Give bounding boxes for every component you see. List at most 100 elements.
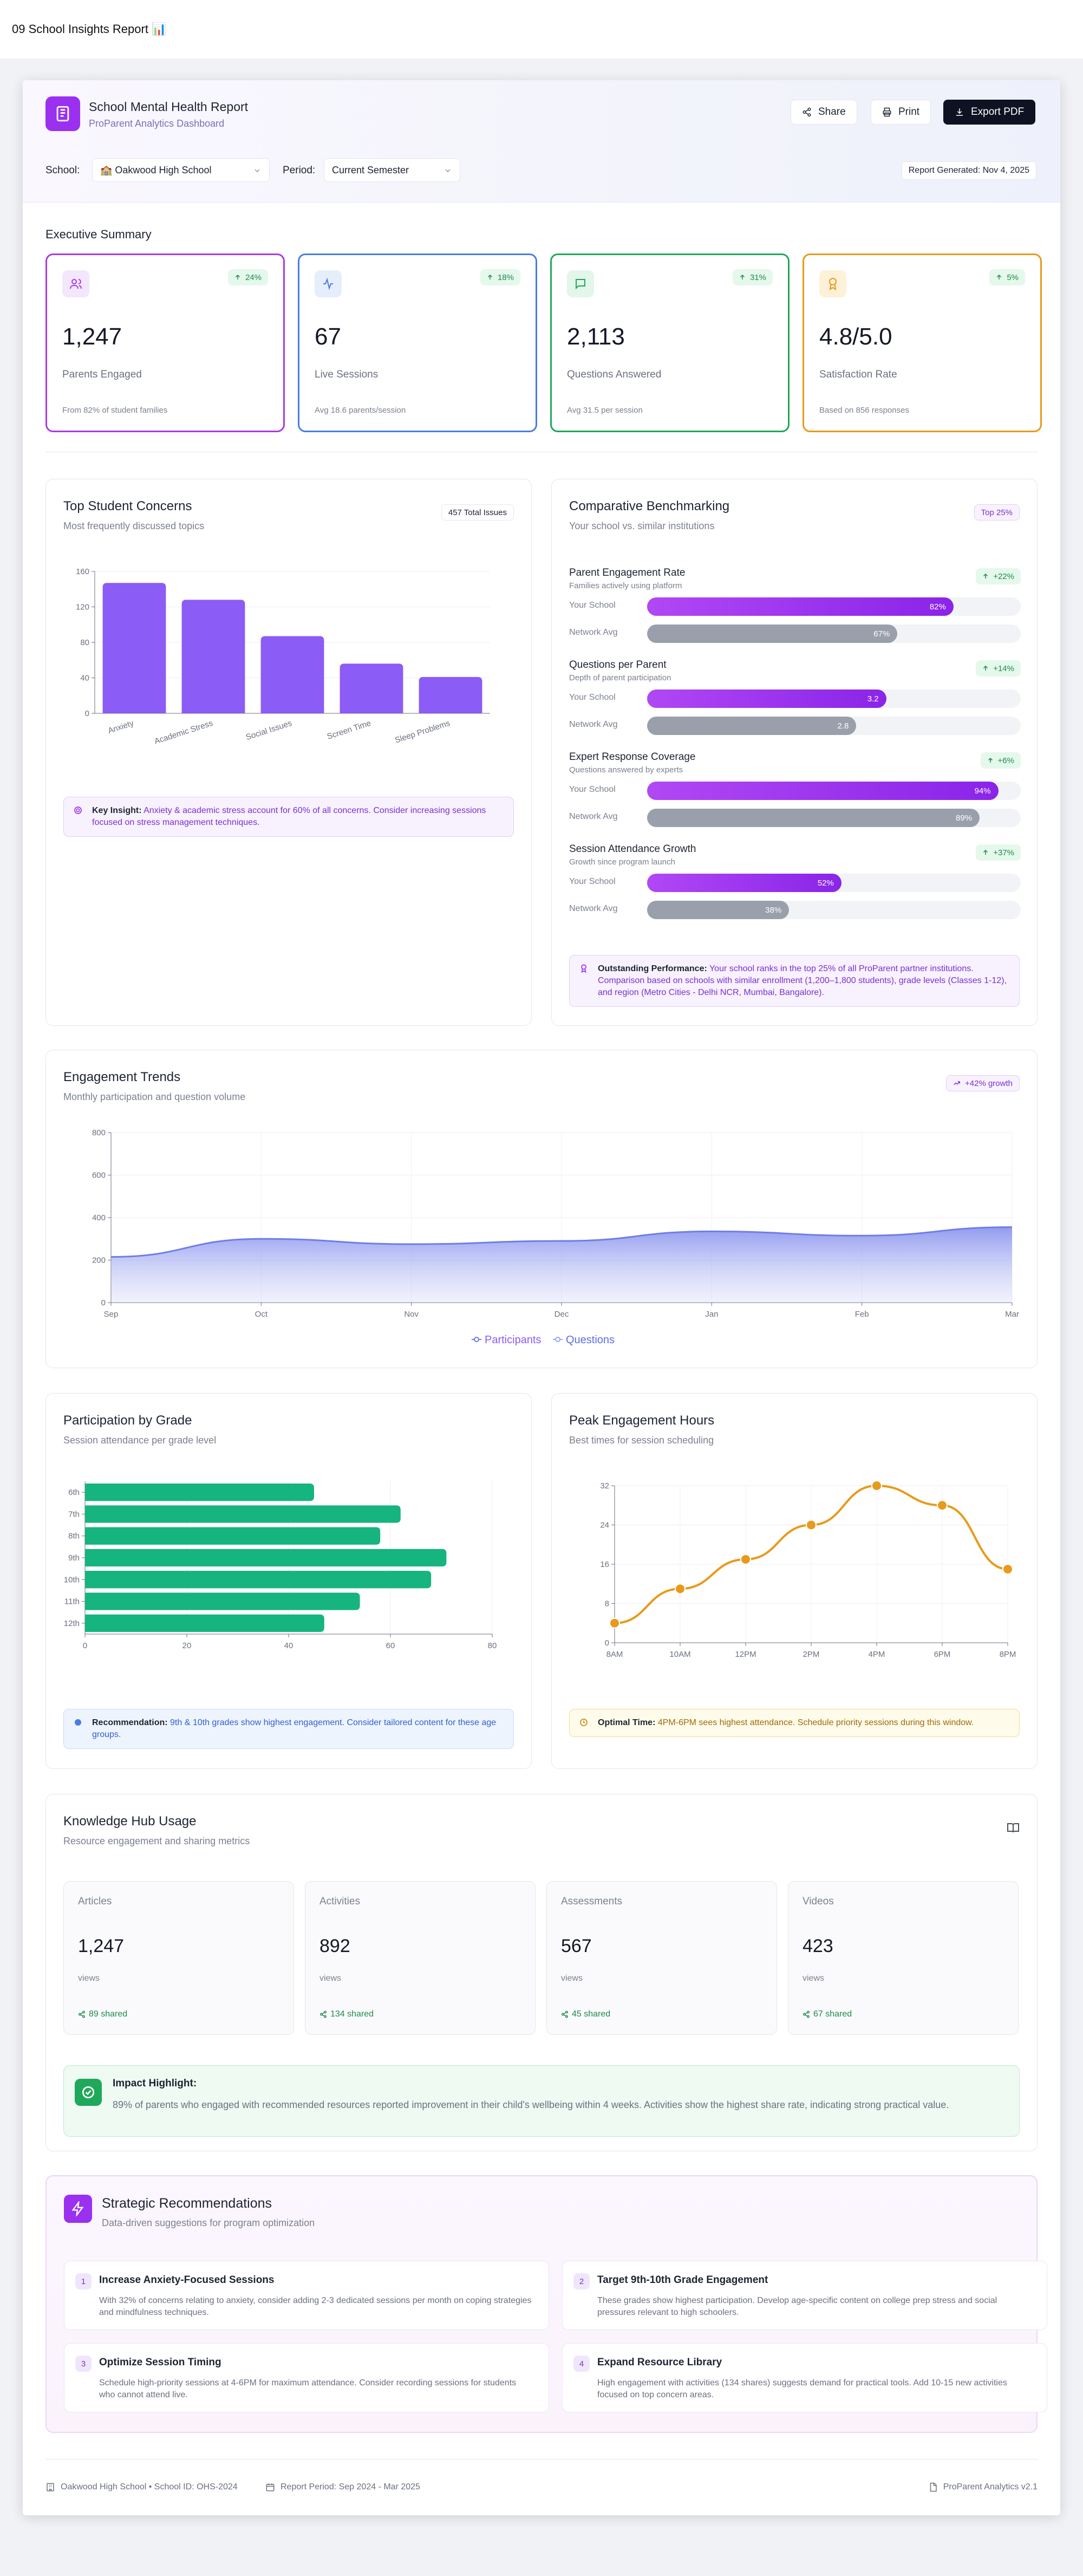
key-insight-label: Key Insight: bbox=[92, 806, 142, 815]
bar[interactable] bbox=[102, 583, 166, 713]
tick-label: 0 bbox=[605, 1638, 609, 1648]
report-header: School Mental Health Report ProParent An… bbox=[23, 80, 1060, 203]
tick-label: 11th bbox=[64, 1597, 80, 1606]
tick-label: Mar bbox=[1005, 1310, 1019, 1319]
tick-label: 40 bbox=[80, 674, 89, 683]
grades-bar-chart: 0 20 40 60 80 6th 7th 8th 9th 10th 11th 12th bbox=[64, 1481, 497, 1650]
participants-area bbox=[111, 1227, 1012, 1303]
network-progress-bar: 2.8 bbox=[647, 717, 857, 735]
school-select[interactable]: 🏫 Oakwood High School bbox=[92, 158, 270, 182]
school-progress-bar: 94% bbox=[647, 782, 999, 800]
school-filter-label: School: bbox=[45, 165, 80, 176]
bar[interactable] bbox=[85, 1527, 381, 1545]
data-point[interactable] bbox=[937, 1500, 948, 1511]
strategy-title: Strategic Recommendations bbox=[102, 2196, 272, 2211]
award-icon bbox=[819, 270, 846, 297]
data-point[interactable] bbox=[740, 1553, 751, 1565]
optimal-time-label: Optimal Time: bbox=[598, 1718, 656, 1727]
resource-shared: 89 shared bbox=[78, 2009, 127, 2019]
bar[interactable] bbox=[85, 1549, 447, 1567]
recommendation-item[interactable]: 2 Target 9th-10th Grade Engagement These g… bbox=[562, 2261, 1047, 2330]
kpi-value: 1,247 bbox=[62, 323, 122, 350]
progress-track: 67% bbox=[647, 625, 1021, 643]
tick-label: 6PM bbox=[934, 1650, 951, 1659]
share-icon bbox=[803, 2011, 810, 2018]
tick-label: Oct bbox=[255, 1310, 268, 1319]
footer-brand: ProParent Analytics v2.1 bbox=[928, 2482, 1038, 2492]
printer-icon bbox=[883, 107, 891, 117]
period-select[interactable]: Current Semester bbox=[324, 158, 460, 182]
resource-card[interactable]: Assessments 567 views 45 shared bbox=[546, 1881, 777, 2035]
concerns-card: Top Student Concerns Most frequently dis… bbox=[45, 479, 532, 1026]
data-point[interactable] bbox=[1002, 1564, 1013, 1575]
export-pdf-button[interactable]: Export PDF bbox=[943, 100, 1036, 125]
data-point[interactable] bbox=[609, 1617, 620, 1629]
report-generated-badge: Report Generated: Nov 4, 2025 bbox=[901, 161, 1036, 180]
resource-card[interactable]: Videos 423 views 67 shared bbox=[788, 1881, 1019, 2035]
legend-label[interactable]: Questions bbox=[566, 1334, 615, 1346]
impact-title: Impact Highlight: bbox=[113, 2078, 197, 2089]
metric-delta-value: +14% bbox=[993, 663, 1014, 673]
legend-label[interactable]: Participants bbox=[485, 1334, 542, 1346]
progress-track: 2.8 bbox=[647, 717, 1021, 735]
bar[interactable] bbox=[84, 1592, 360, 1610]
bar[interactable] bbox=[85, 1571, 432, 1589]
footer-school-text: Oakwood High School • School ID: OHS-202… bbox=[61, 2482, 238, 2492]
kpi-value: 4.8/5.0 bbox=[819, 323, 892, 350]
knowledge-card: Knowledge Hub Usage Resource engagement … bbox=[45, 1794, 1038, 2151]
resource-card[interactable]: Activities 892 views 134 shared bbox=[305, 1881, 536, 2035]
resource-value: 1,247 bbox=[78, 1936, 125, 1956]
data-point[interactable] bbox=[675, 1583, 686, 1595]
optimal-time-text: 4PM-6PM sees highest attendance. Schedul… bbox=[657, 1718, 974, 1727]
resource-card[interactable]: Articles 1,247 views 89 shared bbox=[63, 1881, 294, 2035]
bar[interactable] bbox=[85, 1614, 324, 1632]
tick-label: 60 bbox=[386, 1641, 395, 1650]
bar[interactable] bbox=[340, 663, 403, 713]
tick-label: Anxiety bbox=[107, 718, 135, 736]
share-button[interactable]: Share bbox=[791, 100, 857, 125]
trends-card: Engagement Trends Monthly participation … bbox=[45, 1050, 1038, 1368]
bar[interactable] bbox=[260, 636, 324, 713]
metric-subtitle: Growth since program launch bbox=[569, 857, 675, 867]
tick-label: 120 bbox=[76, 603, 89, 612]
print-button[interactable]: Print bbox=[871, 100, 931, 125]
executive-summary-title: Executive Summary bbox=[45, 227, 152, 241]
participants-line[interactable] bbox=[110, 1226, 1013, 1258]
kpi-value: 2,113 bbox=[567, 323, 625, 350]
benchmark-metric: Expert Response Coverage Questions answer… bbox=[569, 751, 1021, 838]
data-point[interactable] bbox=[806, 1519, 817, 1531]
peak-line-chart: 0 8 16 24 32 8AM 10AM 12PM 2PM 4PM 6PM 8PM bbox=[600, 1480, 1016, 1659]
bar[interactable] bbox=[85, 1505, 401, 1523]
resource-name: Assessments bbox=[561, 1896, 622, 1907]
recommendation-item[interactable]: 3 Optimize Session Timing Schedule high-pr… bbox=[64, 2343, 549, 2412]
row-label: Network Avg bbox=[569, 720, 618, 729]
book-open-icon[interactable] bbox=[1007, 1822, 1020, 1835]
resource-unit: views bbox=[561, 1974, 583, 1983]
metric-delta-value: +6% bbox=[997, 756, 1014, 765]
progress-track: 3.2 bbox=[647, 689, 1021, 708]
chevron-down-icon bbox=[445, 169, 451, 172]
bar[interactable] bbox=[181, 600, 245, 713]
data-point[interactable] bbox=[871, 1480, 882, 1491]
trends-title: Engagement Trends bbox=[63, 1070, 181, 1084]
recommendation-item[interactable]: 1 Increase Anxiety-Focused Sessions With 3… bbox=[64, 2261, 549, 2330]
kpi-note: From 82% of student families bbox=[62, 406, 168, 415]
school-select-value: 🏫 Oakwood High School bbox=[100, 164, 212, 175]
row-label: Network Avg bbox=[569, 904, 618, 913]
recommendation-desc: High engagement with activities (134 sha… bbox=[597, 2378, 1007, 2399]
metric-delta-value: +22% bbox=[993, 571, 1014, 581]
network-progress-bar: 67% bbox=[647, 625, 898, 643]
outstanding-performance-box: Outstanding Performance: Your school ran… bbox=[569, 955, 1020, 1007]
recommendation-item[interactable]: 4 Expand Resource Library High engagement … bbox=[562, 2343, 1047, 2412]
bar[interactable] bbox=[85, 1484, 314, 1501]
metric-delta-badge: +22% bbox=[976, 568, 1021, 584]
top-percent-badge: Top 25% bbox=[974, 504, 1020, 521]
footer-school: Oakwood High School • School ID: OHS-202… bbox=[45, 2482, 238, 2492]
strategy-subtitle: Data-driven suggestions for program opti… bbox=[102, 2217, 315, 2228]
bar[interactable] bbox=[419, 676, 482, 713]
school-progress-bar: 3.2 bbox=[647, 689, 886, 708]
share-icon bbox=[320, 2011, 327, 2018]
recommendation-desc: Schedule high-priority sessions at 4-6PM… bbox=[99, 2378, 517, 2399]
kpi-card: 18% 67 Live Sessions Avg 18.6 parents/sessi… bbox=[298, 253, 537, 432]
progress-track: 52% bbox=[647, 874, 1021, 892]
